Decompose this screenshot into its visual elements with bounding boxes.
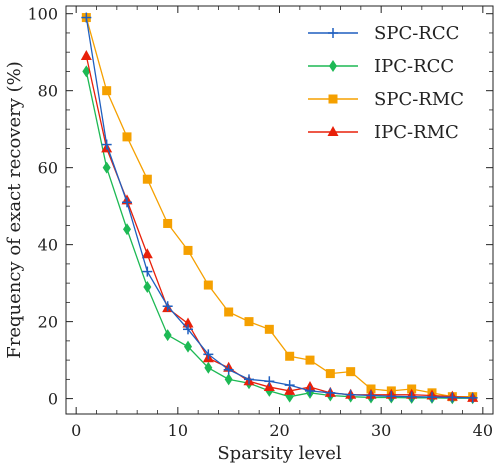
data-point-spc-rmc [142, 174, 152, 184]
y-tick-label: 0 [48, 390, 58, 409]
legend-marker-spc-rcc [328, 28, 338, 38]
data-point-spc-rmc [183, 245, 193, 255]
data-point-ipc-rmc [80, 50, 92, 61]
data-point-spc-rcc [284, 380, 295, 391]
data-point-spc-rcc [142, 266, 153, 277]
y-tick-label: 100 [27, 5, 58, 24]
series-line-ipc-rmc [85, 55, 473, 399]
data-point-ipc-rcc [204, 361, 213, 374]
data-point-spc-rcc [467, 392, 478, 403]
data-point-spc-rcc [305, 385, 315, 396]
x-tick-label: 0 [71, 421, 81, 440]
x-tick-label: 30 [371, 421, 391, 440]
legend-marker-ipc-rcc [329, 60, 337, 72]
data-point-spc-rcc [406, 391, 417, 402]
data-point-spc-rcc [366, 390, 376, 401]
data-point-spc-rmc [346, 367, 356, 377]
y-axis-label: Frequency of exact recovery (%) [4, 61, 25, 359]
x-axis-label: Sparsity level [217, 443, 342, 464]
legend-label-ipc-rmc: IPC-RMC [374, 122, 459, 143]
data-point-ipc-rmc [182, 317, 194, 328]
legend-label-spc-rmc: SPC-RMC [374, 89, 464, 110]
data-point-spc-rmc [203, 280, 213, 290]
data-point-ipc-rcc [224, 373, 233, 386]
series-line-ipc-rcc [85, 71, 473, 399]
data-point-spc-rcc [81, 12, 92, 23]
data-point-spc-rcc [386, 391, 397, 402]
y-tick-label: 80 [38, 82, 58, 101]
data-point-spc-rcc [203, 349, 214, 360]
data-point-ipc-rcc [143, 280, 152, 293]
data-point-spc-rcc [264, 376, 275, 387]
data-point-spc-rmc [264, 324, 274, 334]
data-point-spc-rcc [122, 197, 132, 208]
data-point-spc-rcc [325, 387, 336, 398]
y-tick-label: 40 [38, 236, 58, 255]
legend-label-ipc-rcc: IPC-RCC [374, 56, 454, 77]
data-point-spc-rmc [163, 218, 173, 228]
legend-label-spc-rcc: SPC-RCC [374, 23, 459, 44]
data-point-spc-rcc [345, 389, 356, 400]
data-point-spc-rcc [183, 324, 193, 335]
data-point-spc-rcc [223, 364, 234, 375]
x-tick-label: 10 [168, 421, 188, 440]
data-point-ipc-rmc [141, 248, 153, 259]
y-tick-label: 20 [38, 313, 58, 332]
data-point-spc-rmc [244, 317, 254, 327]
data-point-ipc-rcc [82, 65, 91, 78]
data-point-spc-rmc [102, 86, 112, 96]
data-point-spc-rmc [285, 351, 295, 361]
x-tick-label: 20 [269, 421, 289, 440]
x-tick-label: 40 [473, 421, 493, 440]
data-point-spc-rcc [447, 392, 458, 403]
data-point-ipc-rcc [163, 329, 172, 342]
legend-marker-ipc-rmc [327, 126, 339, 136]
data-point-spc-rmc [224, 307, 234, 317]
data-point-spc-rcc [244, 374, 254, 385]
data-point-ipc-rcc [123, 223, 131, 236]
y-tick-label: 60 [38, 159, 58, 178]
data-point-spc-rcc [427, 392, 437, 403]
data-point-ipc-rcc [102, 161, 111, 174]
data-point-spc-rmc [305, 355, 315, 365]
legend-marker-spc-rmc [328, 94, 338, 104]
data-point-spc-rmc [325, 369, 335, 379]
data-point-spc-rmc [122, 132, 132, 142]
data-point-spc-rcc [101, 139, 112, 150]
data-point-spc-rcc [162, 301, 173, 312]
data-point-ipc-rcc [184, 340, 192, 353]
